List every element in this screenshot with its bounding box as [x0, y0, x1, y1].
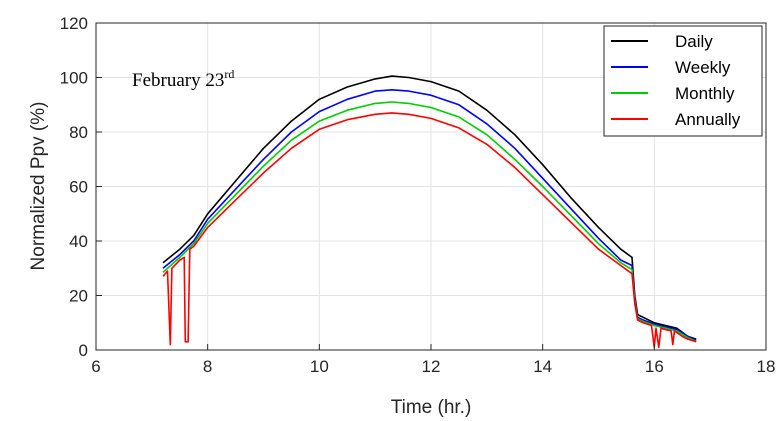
- annotation-superscript: rd: [224, 67, 234, 81]
- annotation-text: February 23: [132, 70, 224, 91]
- date-annotation: February 23rd: [132, 67, 234, 91]
- y-tick-label: 0: [79, 341, 88, 360]
- y-axis-label: Normalized Ppv (%): [28, 102, 49, 271]
- series-layer: [162, 75, 697, 349]
- series-line-annually: [162, 112, 697, 349]
- x-tick-label: 10: [310, 357, 329, 376]
- legend-label-daily: Daily: [675, 32, 713, 51]
- legend-label-monthly: Monthly: [675, 84, 735, 103]
- x-tick-label: 18: [757, 357, 776, 376]
- legend: Daily Weekly Monthly Annually: [603, 25, 763, 137]
- series-line-daily: [162, 75, 697, 340]
- y-tick-label: 100: [60, 69, 88, 88]
- y-tick-label: 120: [60, 14, 88, 33]
- series-line-monthly: [162, 101, 697, 343]
- x-tick-label: 6: [91, 357, 100, 376]
- y-tick-label: 80: [69, 123, 88, 142]
- legend-label-annually: Annually: [675, 110, 741, 129]
- legend-box: [603, 25, 763, 137]
- x-axis-label: Time (hr.): [391, 397, 472, 418]
- y-tick-label: 40: [69, 232, 88, 251]
- y-tick-label: 20: [69, 287, 88, 306]
- x-tick-label: 16: [645, 357, 664, 376]
- x-tick-label: 12: [422, 357, 441, 376]
- axes: 6 8 10 12 14 16 18 0 20 40 60 80 100 120: [60, 14, 776, 376]
- series-line-weekly: [162, 89, 697, 342]
- y-tick-label: 60: [69, 178, 88, 197]
- legend-label-weekly: Weekly: [675, 58, 731, 77]
- x-tick-label: 14: [533, 357, 552, 376]
- x-tick-label: 8: [203, 357, 212, 376]
